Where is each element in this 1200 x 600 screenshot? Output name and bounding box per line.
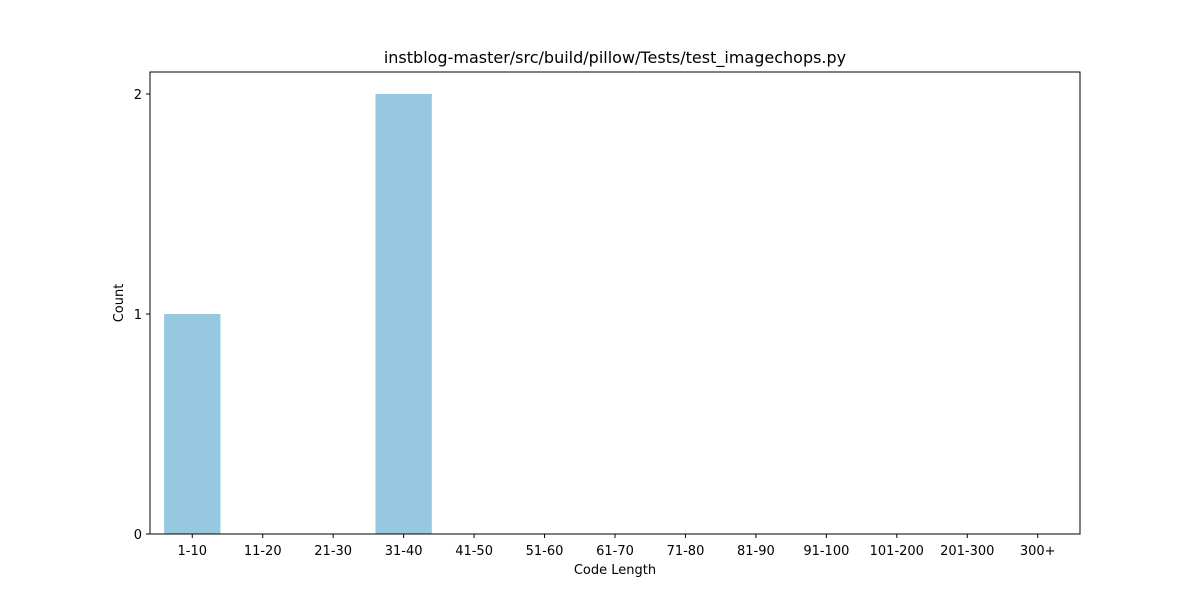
x-tick-label: 101-200: [870, 544, 924, 559]
x-tick-label: 31-40: [385, 544, 423, 559]
x-tick-label: 91-100: [803, 544, 849, 559]
x-tick-label: 61-70: [596, 544, 634, 559]
chart-title: instblog-master/src/build/pillow/Tests/t…: [384, 48, 846, 68]
y-tick-label: 1: [134, 308, 142, 323]
x-tick-label: 41-50: [455, 544, 493, 559]
x-tick-label: 11-20: [244, 544, 282, 559]
bars-group: [164, 94, 432, 534]
y-axis-label: Count: [112, 284, 127, 323]
x-tick-label: 1-10: [178, 544, 208, 559]
x-tick-label: 300+: [1020, 544, 1056, 559]
x-tick-label: 71-80: [667, 544, 705, 559]
x-tick-label: 51-60: [526, 544, 564, 559]
y-tick-label: 2: [134, 88, 142, 103]
y-tick-label: 0: [134, 528, 142, 543]
x-axis-ticks: 1-10 11-20 21-30 31-40 41-50 51-60 61-70 71-80 8…: [178, 534, 1056, 559]
x-tick-label: 21-30: [314, 544, 352, 559]
x-tick-label: 201-300: [940, 544, 994, 559]
x-tick-label: 81-90: [737, 544, 775, 559]
y-axis-ticks: 0 1 2: [134, 88, 150, 543]
x-axis-label: Code Length: [574, 563, 656, 578]
bar-1-10: [164, 314, 221, 534]
plot-frame: [149, 71, 1081, 535]
bar-31-40: [375, 94, 432, 534]
